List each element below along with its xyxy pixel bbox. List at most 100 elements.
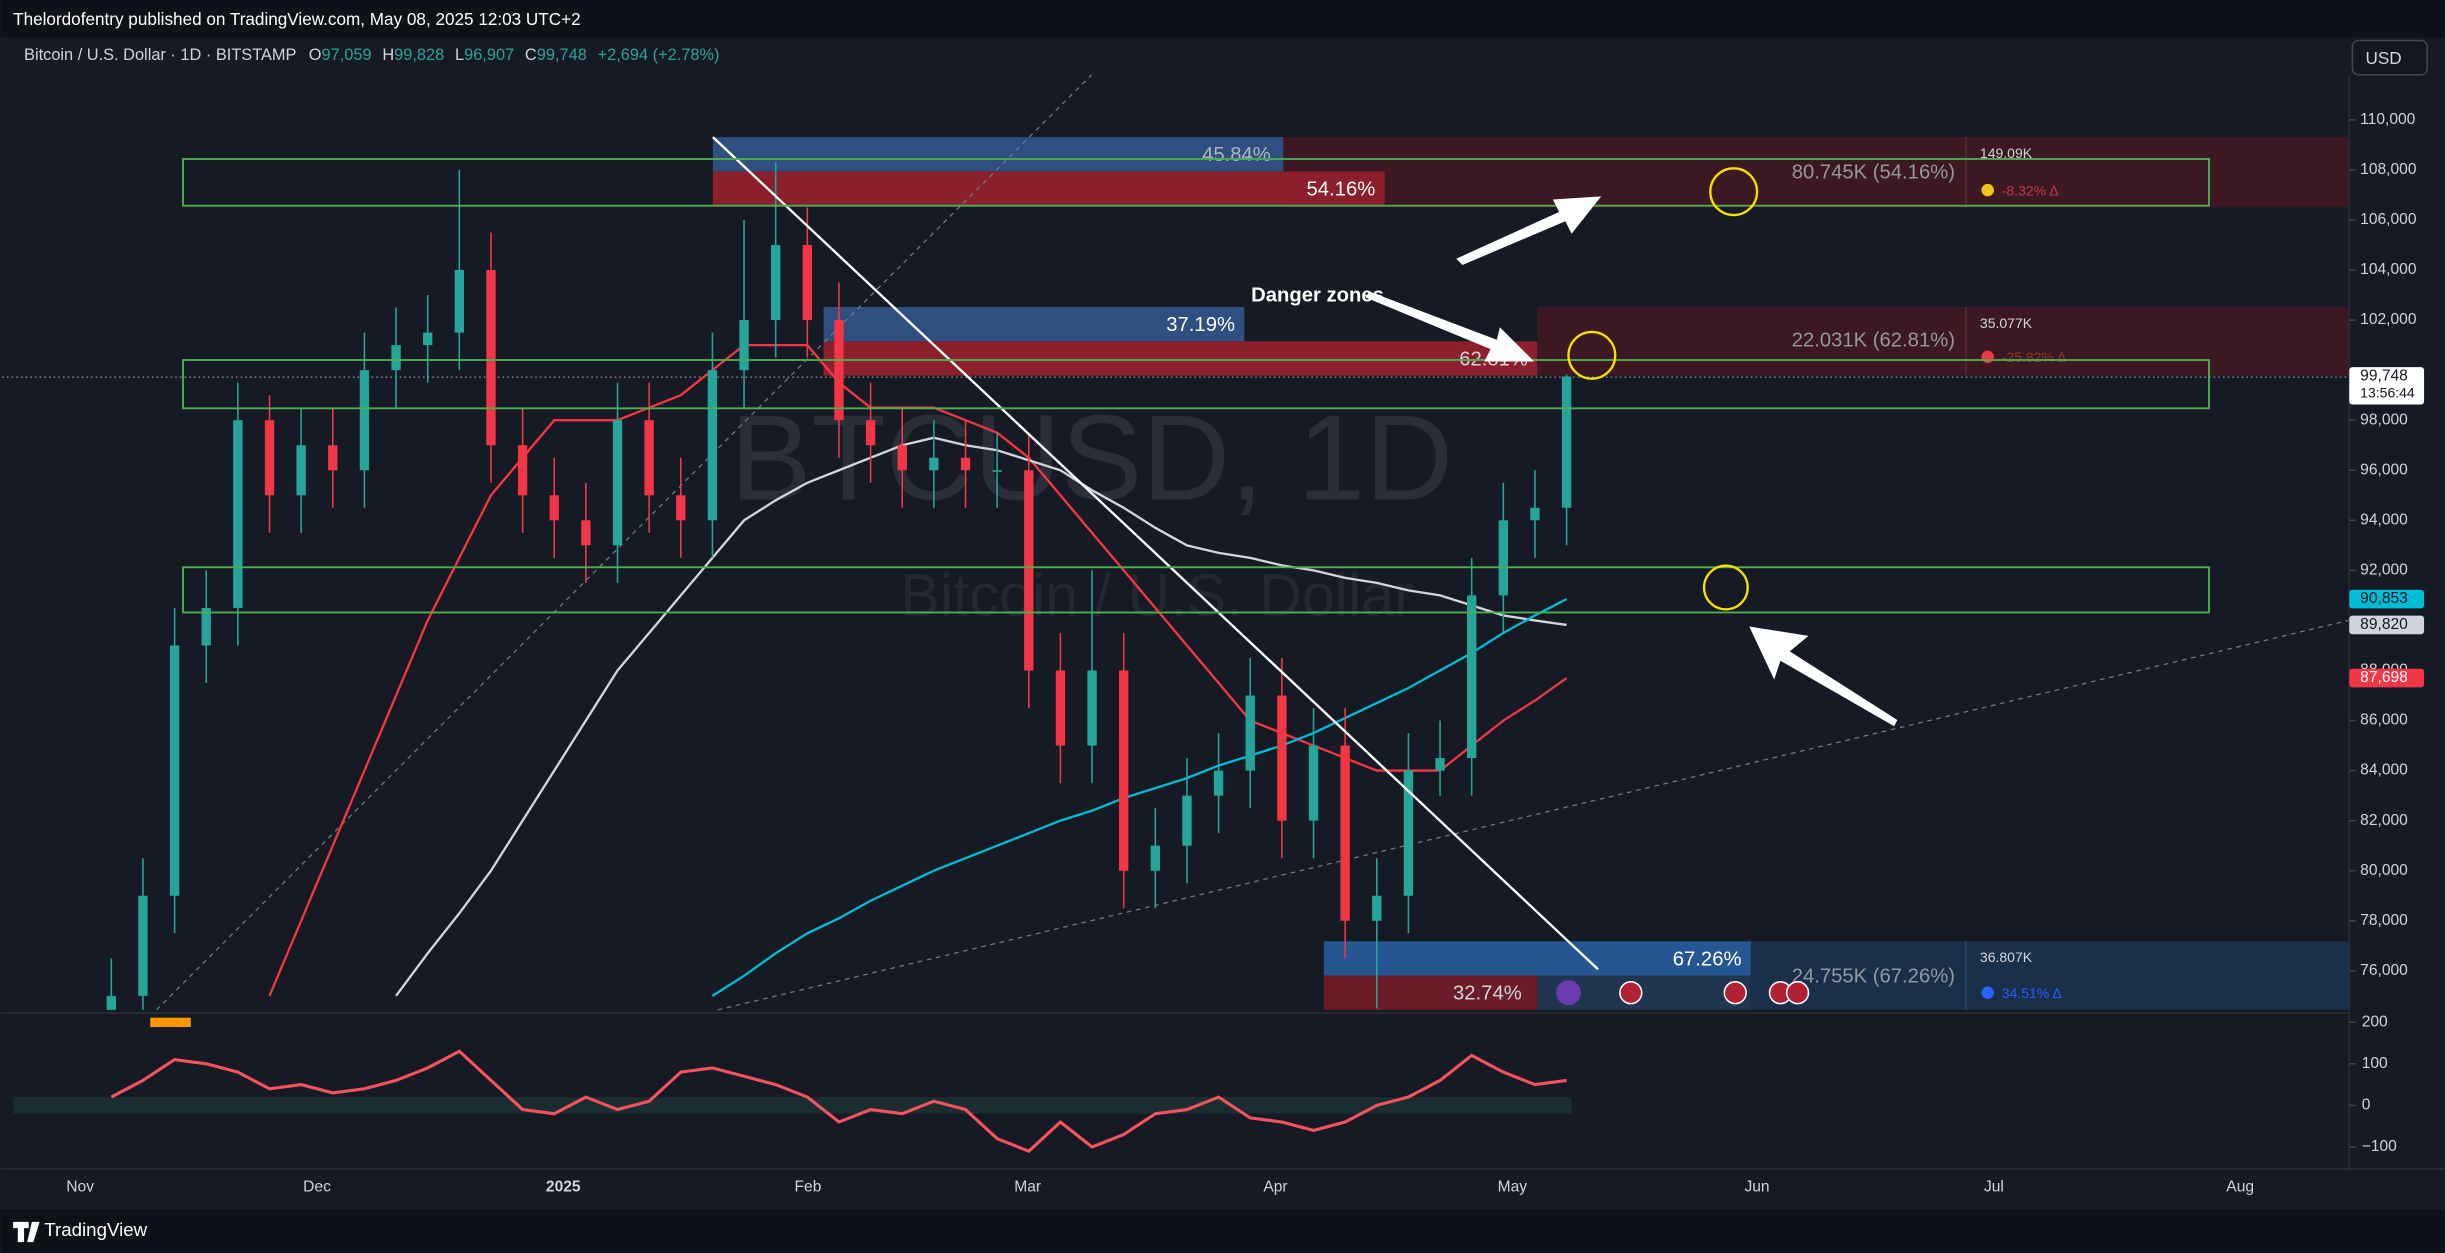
y-tick-label: 80,000 xyxy=(2360,862,2408,879)
zone-box xyxy=(182,359,2210,410)
candle-body xyxy=(771,245,781,321)
arrow xyxy=(1365,291,1535,362)
logo xyxy=(13,1221,40,1243)
legend-value: 99,828 xyxy=(394,46,444,64)
position-tool: 45.84% 54.16% 80.745K (54.16%) 149.09K -… xyxy=(712,137,2350,208)
annotation: Danger zones xyxy=(1251,284,1384,306)
y-tick-label: 106,000 xyxy=(2360,211,2417,228)
currency-label[interactable]: USD xyxy=(2365,48,2401,68)
price-label: 90,853 xyxy=(2360,590,2408,607)
publisher: Thelordofentry published on TradingView.… xyxy=(13,9,581,29)
x-tick-label: Mar xyxy=(1014,1179,1041,1196)
footer-brand: TradingView xyxy=(44,1219,147,1240)
candle-body xyxy=(296,445,306,496)
oscillator-line xyxy=(110,1049,1567,1153)
position-target: 36.807K xyxy=(1980,949,2033,965)
position-delta: -8.32% Δ xyxy=(2002,182,2059,198)
moving-average xyxy=(395,436,1567,997)
y-tick-label: 94,000 xyxy=(2360,511,2408,528)
position-tool: 37.19% 62.81% 22.031K (62.81%) 35.077K -… xyxy=(823,307,2350,376)
plot-area xyxy=(106,162,1572,1010)
position-summary: 24.755K (67.26%) xyxy=(1792,965,1955,987)
zone xyxy=(1323,941,1751,976)
zone-box xyxy=(182,158,2210,207)
price-label: 87,698 xyxy=(2360,669,2408,686)
osc-tick-label: 200 xyxy=(2362,1013,2388,1030)
candle-body xyxy=(1150,845,1161,871)
zone xyxy=(823,307,1245,342)
y-tick-label: 98,000 xyxy=(2360,411,2408,428)
legend: Bitcoin / U.S. Dollar · 1D · BITSTAMP O9… xyxy=(24,46,719,64)
legend-key: L xyxy=(455,46,464,64)
price-label-box xyxy=(2349,615,2425,635)
y-tick-label: 96,000 xyxy=(2360,461,2408,478)
icon xyxy=(1981,986,1994,999)
price-label: 89,820 xyxy=(2360,616,2408,633)
position-target: 149.09K xyxy=(1980,145,2033,161)
x-tick-label: Jun xyxy=(1744,1179,1769,1196)
legend-key: C xyxy=(525,46,537,64)
currency-button[interactable] xyxy=(2351,39,2428,76)
legend-key: O xyxy=(309,46,322,64)
osc-tick-label: 0 xyxy=(2362,1096,2371,1113)
candle-body xyxy=(391,345,401,371)
y-tick-label: 84,000 xyxy=(2360,762,2408,779)
position-delta: -25.82% Δ xyxy=(2002,349,2067,365)
x-tick-label: May xyxy=(1498,1179,1528,1196)
candle-body xyxy=(960,457,971,471)
candle-body xyxy=(897,445,907,471)
events xyxy=(150,980,1810,1028)
zone xyxy=(1283,137,2350,208)
event-marker xyxy=(150,1017,191,1028)
position-label: 32.74% xyxy=(1453,983,1522,1005)
zone xyxy=(712,171,1385,206)
position-summary: 22.031K (62.81%) xyxy=(1792,330,1955,352)
candle-body xyxy=(201,607,211,646)
osc-tick-label: 100 xyxy=(2362,1055,2388,1072)
candle-body xyxy=(549,495,559,521)
candle-body xyxy=(929,457,939,471)
candle-body xyxy=(1213,770,1224,796)
x-tick-label: 2025 xyxy=(546,1179,581,1196)
zone xyxy=(1537,307,2350,376)
y-tick-label: 82,000 xyxy=(2360,812,2408,829)
x-tick-label: Apr xyxy=(1263,1179,1287,1196)
candle-body xyxy=(359,370,370,471)
footer-bar xyxy=(0,1209,2445,1253)
x-tick-label: Nov xyxy=(66,1179,94,1196)
candle-body xyxy=(612,420,623,546)
legend-key: H xyxy=(382,46,394,64)
candle-body xyxy=(644,420,654,496)
y-tick-label: 108,000 xyxy=(2360,161,2417,178)
x-tick-label: Aug xyxy=(2226,1179,2254,1196)
position-delta: 34.51% Δ xyxy=(2002,985,2062,1001)
candle-body xyxy=(486,270,496,446)
candle-body xyxy=(1435,758,1445,771)
trend-line xyxy=(712,136,1599,971)
candle-body xyxy=(454,270,464,333)
arrow xyxy=(1456,196,1602,265)
moving-average xyxy=(711,598,1568,997)
candle-body xyxy=(1340,745,1350,921)
icon xyxy=(1981,350,1994,364)
candle-body xyxy=(676,495,686,521)
candle-body xyxy=(1372,895,1382,921)
candle-body xyxy=(1403,770,1414,896)
zone xyxy=(712,137,1284,172)
candle-body xyxy=(1498,520,1509,596)
candle-body xyxy=(264,420,275,496)
candle-body xyxy=(233,420,243,608)
zone-box xyxy=(182,566,2210,614)
zone xyxy=(1323,975,1538,1010)
price-label-box xyxy=(2349,668,2425,688)
candle-body xyxy=(517,445,528,496)
zone xyxy=(1750,941,2350,1010)
y-tick-label: 110,000 xyxy=(2360,111,2415,128)
candle-body xyxy=(834,320,844,421)
candle-body xyxy=(581,520,591,546)
candle-body xyxy=(739,320,749,371)
position-label: 67.26% xyxy=(1673,948,1742,970)
x-tick-label: Dec xyxy=(303,1179,331,1196)
